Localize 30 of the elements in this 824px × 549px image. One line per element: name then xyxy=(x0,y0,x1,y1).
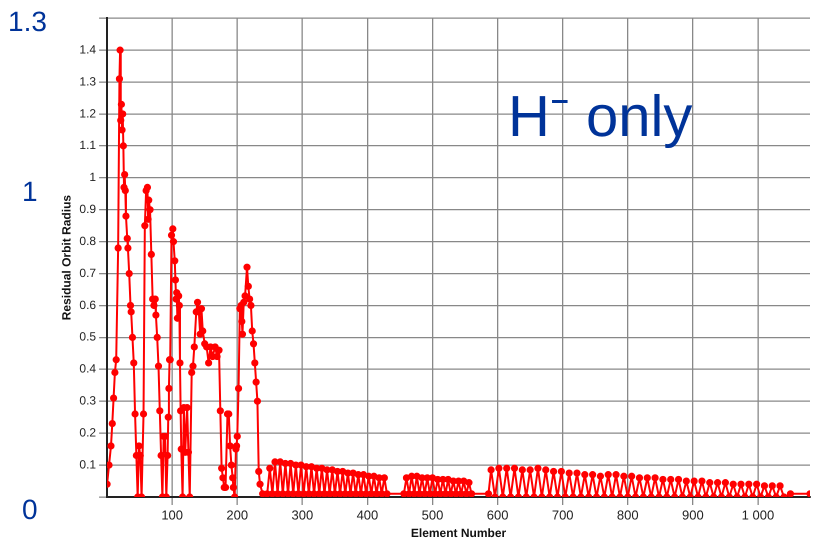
y-tick-label: 1 xyxy=(89,170,96,184)
x-tick-label: 100 xyxy=(161,507,184,522)
x-tick-label: 200 xyxy=(226,507,248,522)
x-tick-label: 300 xyxy=(291,507,314,522)
y-tick-label: 1.1 xyxy=(79,138,96,152)
y-tick-label: 0.1 xyxy=(79,457,96,472)
y-tick-label: 0.8 xyxy=(79,234,96,248)
x-tick-label: 600 xyxy=(486,507,508,522)
x-tick-label: 500 xyxy=(422,507,444,522)
y-tick-label: 1.3 xyxy=(79,74,96,88)
y-tick-label: 0.3 xyxy=(79,394,96,408)
x-tick-label: 800 xyxy=(616,507,639,522)
y-tick-label: 0.6 xyxy=(79,298,96,312)
y-tick-label: 0.2 xyxy=(79,425,96,440)
x-axis-title: Element Number xyxy=(410,526,507,540)
text: 1.3 xyxy=(8,6,47,37)
text: 1 xyxy=(22,176,38,207)
x-tick-label: 400 xyxy=(356,507,378,522)
y-tick-label: 0.9 xyxy=(79,202,96,216)
y-axis-title: Residual Orbit Radius xyxy=(60,194,74,320)
y-tick-label: 0.4 xyxy=(79,362,96,376)
y-tick-label: 1.2 xyxy=(79,106,96,120)
y-tick-label: 1.4 xyxy=(79,42,96,56)
y-tick-label: 0.7 xyxy=(79,266,96,280)
y-tick-label: 0.5 xyxy=(79,330,96,344)
x-tick-label: 900 xyxy=(682,507,704,522)
annotation: H⁻ only xyxy=(508,84,692,149)
text: 0 xyxy=(22,494,38,525)
x-tick-label: 700 xyxy=(552,507,574,522)
x-tick-label: 1 000 xyxy=(742,507,774,522)
